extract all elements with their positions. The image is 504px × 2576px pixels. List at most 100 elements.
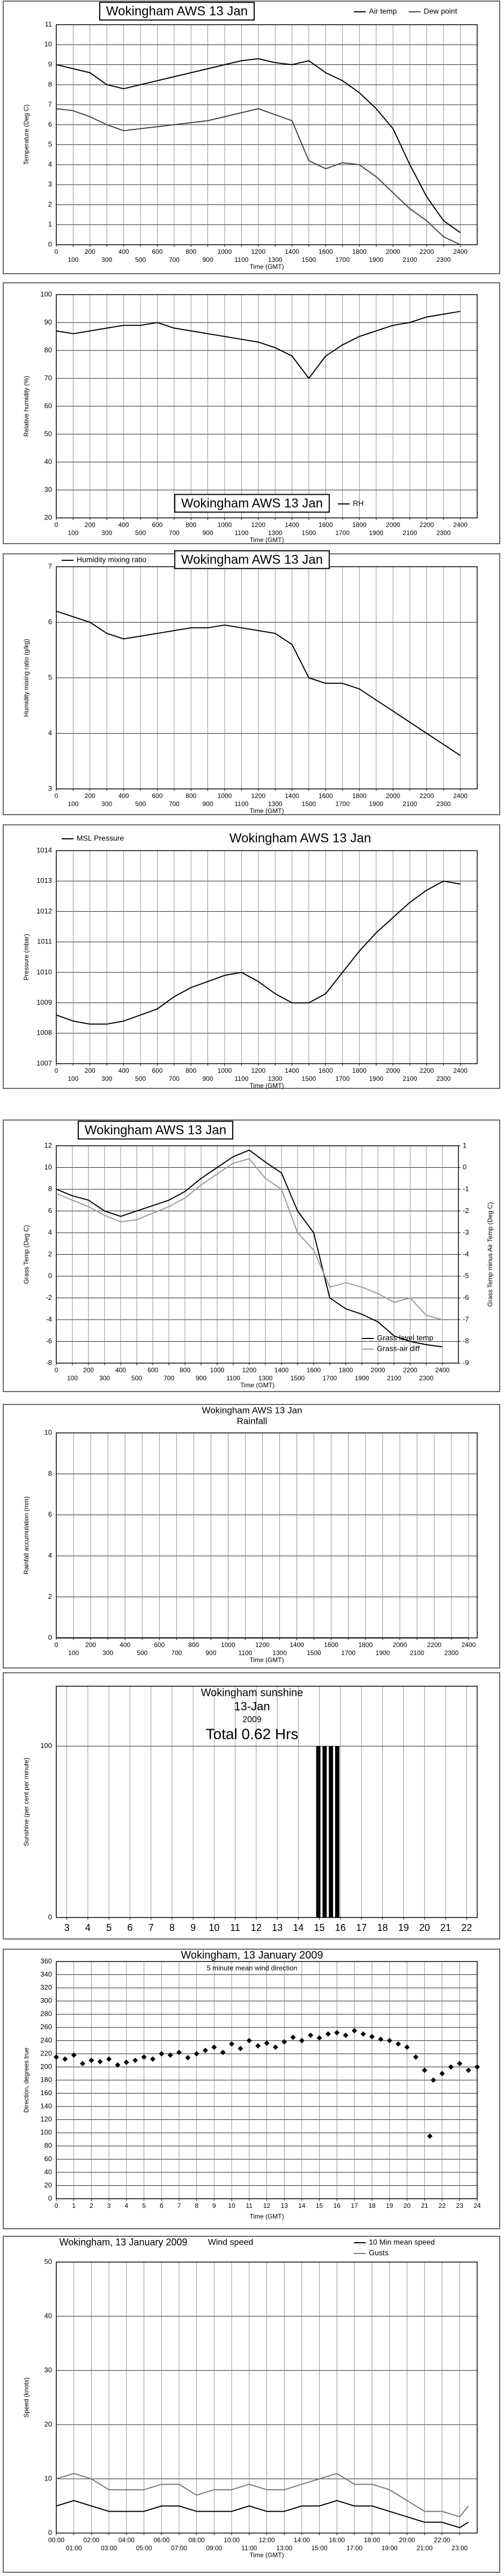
- y-tick-label: 0: [48, 240, 52, 248]
- point: [334, 2030, 340, 2036]
- x-tick-label: 1700: [341, 1649, 355, 1657]
- plot-area: [56, 1961, 478, 2199]
- y-tick-label: 0: [48, 1271, 52, 1279]
- y-tick-label: 320: [40, 1984, 52, 1992]
- x-tick-label: 700: [169, 529, 180, 537]
- x-tick-label: 10: [228, 2202, 235, 2209]
- y-tick-label: 30: [45, 2366, 52, 2374]
- series-line: [56, 2500, 469, 2528]
- legend-label: Grass-air diff: [377, 1344, 420, 1353]
- x-tick-label: 18: [377, 1922, 388, 1933]
- x-tick-label: 1400: [285, 792, 299, 800]
- x-tick-label: 17: [356, 1922, 367, 1933]
- y-tick-label: 4: [48, 1228, 52, 1236]
- point: [106, 2056, 112, 2062]
- x-tick-label: 1700: [335, 256, 350, 264]
- y-tick-label: 1008: [36, 1029, 52, 1037]
- x-tick-label: 22: [461, 1922, 472, 1933]
- x-tick-label: 1200: [251, 521, 265, 529]
- y-axis-label: Pressure (mbar): [23, 934, 30, 980]
- x-tick-label: 14: [293, 1922, 303, 1933]
- x-tick-label: 2300: [436, 256, 451, 264]
- x-tick-label: 22:00: [434, 2536, 450, 2544]
- title-box: [174, 494, 330, 513]
- x-tick-label: 1600: [318, 248, 333, 255]
- legend-label: Air temp: [369, 7, 397, 16]
- bar: [324, 1746, 327, 1918]
- x-tick-label: 11: [230, 1922, 240, 1933]
- x-tick-label: 2400: [462, 1641, 476, 1649]
- x-tick-label: 4: [124, 2202, 128, 2209]
- x-tick-label: 08:00: [189, 2536, 205, 2544]
- x-tick-label: 100: [68, 256, 78, 264]
- y-axis-label: Temperature (Deg C): [23, 105, 30, 165]
- x-tick-label: 1600: [318, 521, 333, 529]
- x-axis-label: Time (GMT): [249, 2551, 284, 2559]
- x-tick-label: 1500: [291, 1374, 305, 1382]
- x-tick-label: 15:00: [312, 2544, 328, 2552]
- x-tick-label: 1900: [369, 800, 383, 808]
- legend-label: Grass level temp: [377, 1334, 433, 1342]
- point: [360, 2031, 366, 2037]
- point: [431, 2077, 436, 2083]
- point: [203, 2047, 209, 2053]
- annotation: 2009: [242, 1715, 262, 1724]
- chart-subtitle: Rainfall: [237, 1416, 268, 1426]
- y-tick-label: 0: [48, 1633, 52, 1641]
- x-tick-label: 7: [177, 2202, 181, 2209]
- x-tick-label: 400: [118, 248, 129, 255]
- y-tick-label: 2: [48, 1592, 52, 1600]
- x-tick-label: 500: [137, 1649, 147, 1657]
- x-tick-label: 7: [149, 1922, 154, 1933]
- x-axis-label: Time (GMT): [249, 2213, 284, 2220]
- x-tick-label: 2300: [444, 1649, 459, 1657]
- y-tick-label: 240: [40, 2036, 52, 2044]
- x-tick-label: 600: [152, 1067, 162, 1074]
- x-tick-label: 1200: [251, 792, 265, 800]
- series-line: [56, 2472, 469, 2518]
- y-tick-label: 200: [40, 2062, 52, 2070]
- panel: [3, 824, 500, 1089]
- y-tick-label: 80: [45, 346, 52, 354]
- annotation: Total 0.62 Hrs: [206, 1725, 299, 1742]
- series-line: [56, 880, 461, 1025]
- x-tick-label: 400: [115, 1366, 126, 1374]
- y-tick-label: 5: [48, 140, 52, 148]
- y-tick-label: 40: [45, 2168, 52, 2176]
- x-tick-label: 1400: [275, 1366, 289, 1374]
- x-tick-label: 20: [419, 1922, 430, 1933]
- chart-subtitle: 13-Jan: [234, 1700, 270, 1713]
- x-tick-label: 0: [55, 521, 58, 529]
- legend-label: RH: [353, 499, 364, 508]
- point: [159, 2051, 165, 2057]
- bar: [322, 1746, 325, 1918]
- point: [141, 2054, 147, 2060]
- x-tick-label: 3: [107, 2202, 111, 2209]
- panel: [3, 2236, 500, 2573]
- x-tick-label: 1200: [251, 1067, 265, 1074]
- x-tick-label: 1100: [234, 529, 248, 537]
- x-tick-label: 00:00: [48, 2536, 64, 2544]
- point: [123, 2059, 129, 2065]
- y-tick-label: 7: [48, 562, 52, 570]
- x-tick-label: 10:00: [224, 2536, 240, 2544]
- bar: [337, 1746, 339, 1918]
- x-tick-label: 1800: [358, 1641, 373, 1649]
- x-tick-label: 2000: [371, 1366, 386, 1374]
- point: [352, 2028, 358, 2033]
- point: [378, 2036, 384, 2042]
- x-tick-label: 900: [203, 529, 213, 537]
- y2-tick-label: -1: [463, 1184, 469, 1192]
- x-tick-label: 0: [55, 2202, 58, 2209]
- x-tick-label: 1700: [323, 1374, 337, 1382]
- plot-area: [56, 1145, 459, 1364]
- x-tick-label: 17:00: [346, 2544, 362, 2552]
- x-tick-label: 1100: [234, 256, 248, 264]
- y-tick-label: 220: [40, 2049, 52, 2057]
- panel: [3, 553, 500, 815]
- x-tick-label: 2200: [427, 1641, 442, 1649]
- x-tick-label: 1800: [352, 521, 367, 529]
- x-tick-label: 20:00: [399, 2536, 415, 2544]
- y-tick-label: 100: [40, 290, 52, 298]
- x-tick-label: 2000: [392, 1641, 407, 1649]
